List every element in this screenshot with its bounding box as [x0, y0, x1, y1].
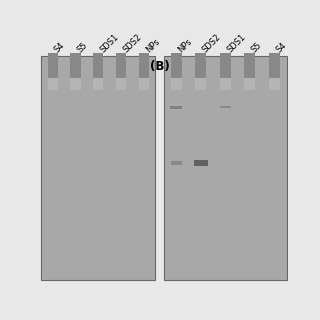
Bar	[70, 78, 81, 91]
Text: SDS1: SDS1	[225, 32, 247, 54]
Bar	[47, 78, 58, 91]
Bar	[195, 53, 206, 78]
Bar	[41, 56, 155, 280]
Bar	[220, 78, 231, 91]
Bar	[244, 78, 255, 91]
Bar	[194, 160, 208, 166]
Bar	[164, 56, 287, 280]
Text: (B): (B)	[150, 60, 170, 73]
Bar	[170, 106, 182, 108]
Bar	[220, 53, 231, 78]
Bar	[244, 53, 255, 78]
Text: S4: S4	[275, 41, 288, 54]
Bar	[171, 161, 182, 165]
Bar	[269, 78, 280, 91]
Bar	[195, 78, 206, 91]
Text: SDS2: SDS2	[121, 32, 143, 54]
Bar	[139, 53, 149, 78]
Bar	[116, 53, 126, 78]
Bar	[139, 78, 149, 91]
Text: S5: S5	[76, 41, 89, 54]
Bar	[269, 53, 280, 78]
Text: NPs: NPs	[144, 37, 161, 54]
Bar	[70, 53, 81, 78]
Text: S5: S5	[250, 41, 264, 54]
Bar	[93, 53, 103, 78]
Bar	[93, 78, 103, 91]
Bar	[116, 78, 126, 91]
Text: SDS2: SDS2	[201, 32, 223, 54]
Bar	[220, 106, 231, 108]
Text: SDS1: SDS1	[98, 32, 120, 54]
Bar	[47, 53, 58, 78]
Text: NPs: NPs	[176, 37, 194, 54]
Bar	[171, 53, 182, 78]
Text: S4: S4	[53, 41, 67, 54]
Bar	[171, 78, 182, 91]
